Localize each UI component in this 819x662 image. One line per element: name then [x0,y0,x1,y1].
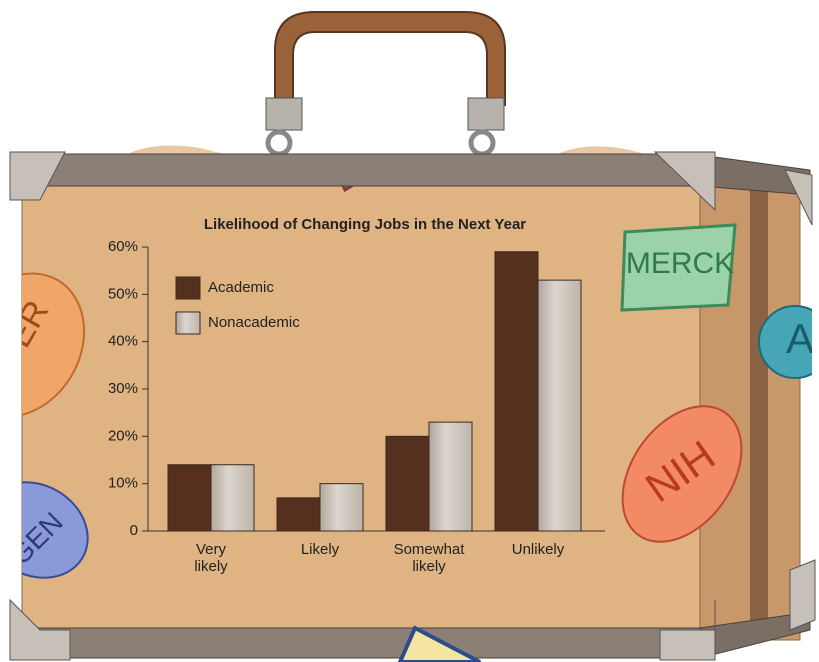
bar [167,464,212,532]
x-tick-label: Unlikely [511,541,565,558]
legend-label: Academic [208,279,274,296]
chart-title: Likelihood of Changing Jobs in the Next … [204,216,526,233]
y-tick-label: 30% [108,380,138,397]
y-tick-label: 0 [130,522,138,539]
y-tick-label: 20% [108,427,138,444]
bar [276,497,321,532]
y-tick-label: 50% [108,285,138,302]
sticker-text: MERCK [626,247,734,280]
x-tick-label: Very likely [194,541,228,575]
legend-swatch [175,311,201,335]
y-tick-label: 40% [108,333,138,350]
sticker-text: A [786,315,814,362]
suitcase: MERCK NIH A GEN ER [9,11,816,662]
y-tick-label: 60% [108,238,138,255]
x-tick-label: Somewhat likely [393,541,465,575]
legend-label: Nonacademic [208,314,300,331]
bar [494,251,539,532]
bar [210,464,255,532]
bar [319,483,364,532]
bar [428,421,473,532]
bar [537,279,582,532]
bar [385,435,430,532]
legend-swatch [175,276,201,300]
x-tick-label: Likely [300,541,340,558]
y-tick-label: 10% [108,475,138,492]
